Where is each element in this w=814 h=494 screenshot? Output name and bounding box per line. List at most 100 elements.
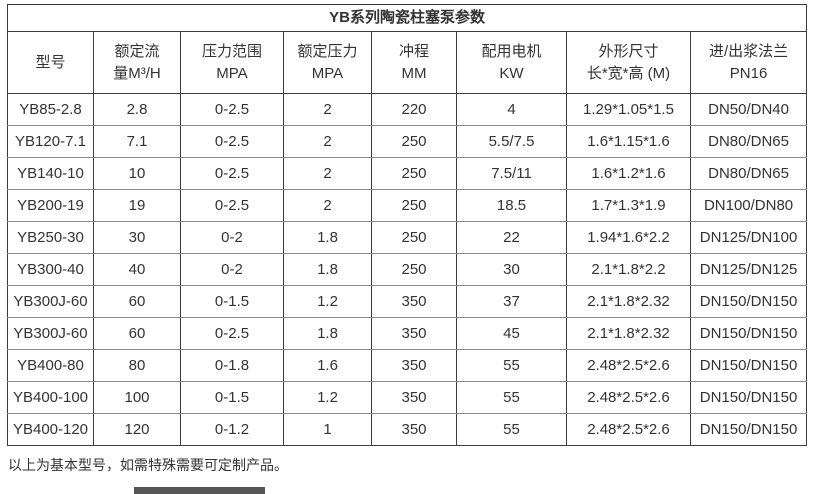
- table-row: YB300J-60 60 0-2.5 1.8 350 45 2.1*1.8*2.32 DN15…: [7, 317, 808, 350]
- column-header-line1: 配用电机: [481, 42, 542, 60]
- value-cell: 7.1: [93, 125, 181, 158]
- column-header-line1: 压力范围: [201, 42, 262, 60]
- model-cell: YB300J-60: [7, 285, 94, 318]
- value-cell: 250: [371, 253, 457, 286]
- column-header-line2: KW: [499, 64, 524, 82]
- column-header-1: 额定流 量M³/H: [93, 31, 181, 94]
- value-cell: 60: [93, 285, 181, 318]
- table-row: YB250-30 30 0-2 1.8 250 22 1.94*1.6*2.2 DN125/D…: [7, 221, 808, 254]
- table-row: YB120-7.1 7.1 0-2.5 2 250 5.5/7.5 1.6*1.15*1.6…: [7, 125, 808, 158]
- value-cell: 18.5: [456, 189, 567, 222]
- value-cell: DN80/DN65: [689, 157, 808, 190]
- footer-note: 以上为基本型号，如需特殊需要可定制产品。: [8, 457, 288, 473]
- value-cell: 350: [371, 285, 457, 318]
- value-cell: 30: [93, 221, 181, 254]
- value-cell: 2.1*1.8*2.32: [566, 285, 691, 318]
- value-cell: 40: [93, 253, 181, 286]
- value-cell: 30: [456, 253, 567, 286]
- value-cell: 100: [93, 381, 181, 414]
- table-row: YB300J-60 60 0-1.5 1.2 350 37 2.1*1.8*2.32 DN15…: [7, 285, 808, 318]
- value-cell: DN125/DN100: [689, 221, 808, 254]
- column-header-line2: MPA: [311, 64, 344, 82]
- value-cell: 2.8: [93, 93, 181, 126]
- model-cell: YB300-40: [7, 253, 94, 286]
- value-cell: 1: [283, 413, 372, 446]
- value-cell: 55: [456, 413, 567, 446]
- model-cell: YB400-100: [7, 381, 94, 414]
- column-header-3: 额定压力 MPA: [283, 31, 372, 94]
- column-header-line1: 进/出浆法兰: [708, 42, 789, 60]
- value-cell: 55: [456, 381, 567, 414]
- table-row: YB140-10 10 0-2.5 2 250 7.5/11 1.6*1.2*1.6 DN80…: [7, 157, 808, 190]
- column-header-2: 压力范围 MPA: [180, 31, 284, 94]
- column-header-line1: 额定流: [114, 42, 160, 60]
- value-cell: DN150/DN150: [689, 381, 808, 414]
- model-cell: YB200-19: [7, 189, 94, 222]
- value-cell: 4: [456, 93, 567, 126]
- value-cell: 2: [283, 157, 372, 190]
- value-cell: 2: [283, 93, 372, 126]
- value-cell: 2.48*2.5*2.6: [566, 381, 691, 414]
- column-header-5: 配用电机 KW: [456, 31, 567, 94]
- value-cell: 2: [283, 125, 372, 158]
- value-cell: 0-2.5: [180, 93, 284, 126]
- table-row: YB400-120 120 0-1.2 1 350 55 2.48*2.5*2.6 DN150…: [7, 413, 808, 446]
- value-cell: 1.29*1.05*1.5: [566, 93, 691, 126]
- value-cell: 0-2: [180, 221, 284, 254]
- value-cell: 2.48*2.5*2.6: [566, 413, 691, 446]
- value-cell: DN150/DN150: [689, 285, 808, 318]
- value-cell: 10: [93, 157, 181, 190]
- table-header-row: 型号 额定流 量M³/H 压力范围 MPA 额定压力 MPA 冲程 MM 配用电机 KW 外形尺寸 长*…: [7, 31, 808, 94]
- model-cell: YB400-120: [7, 413, 94, 446]
- value-cell: 1.8: [283, 317, 372, 350]
- value-cell: 37: [456, 285, 567, 318]
- value-cell: 1.94*1.6*2.2: [566, 221, 691, 254]
- value-cell: DN150/DN150: [689, 413, 808, 446]
- cutoff-bar: [134, 487, 265, 494]
- table-row: YB400-100 100 0-1.5 1.2 350 55 2.48*2.5*2.6 DN1…: [7, 381, 808, 414]
- value-cell: 350: [371, 381, 457, 414]
- value-cell: 1.7*1.3*1.9: [566, 189, 691, 222]
- value-cell: DN80/DN65: [689, 125, 808, 158]
- value-cell: DN100/DN80: [689, 189, 808, 222]
- value-cell: 0-2: [180, 253, 284, 286]
- value-cell: 0-1.2: [180, 413, 284, 446]
- value-cell: 2.48*2.5*2.6: [566, 349, 691, 382]
- value-cell: 250: [371, 157, 457, 190]
- value-cell: 350: [371, 349, 457, 382]
- table-row: YB300-40 40 0-2 1.8 250 30 2.1*1.8*2.2 DN125/DN…: [7, 253, 808, 286]
- table-row: YB400-80 80 0-1.8 1.6 350 55 2.48*2.5*2.6 DN150…: [7, 349, 808, 382]
- value-cell: 0-1.5: [180, 285, 284, 318]
- table-row: YB85-2.8 2.8 0-2.5 2 220 4 1.29*1.05*1.5 DN50/D…: [7, 93, 808, 126]
- value-cell: 7.5/11: [456, 157, 567, 190]
- table-row: YB200-19 19 0-2.5 2 250 18.5 1.7*1.3*1.9 DN100/…: [7, 189, 808, 222]
- column-header-0: 型号: [7, 31, 94, 94]
- column-header-line2: MM: [401, 64, 427, 82]
- table-title-row: YB系列陶瓷柱塞泵参数: [6, 4, 808, 32]
- value-cell: 1.6: [283, 349, 372, 382]
- model-cell: YB300J-60: [7, 317, 94, 350]
- value-cell: 55: [456, 349, 567, 382]
- value-cell: 250: [371, 125, 457, 158]
- model-cell: YB85-2.8: [7, 93, 94, 126]
- model-cell: YB120-7.1: [7, 125, 94, 158]
- column-header-4: 冲程 MM: [371, 31, 457, 94]
- value-cell: 350: [371, 317, 457, 350]
- value-cell: DN150/DN150: [689, 349, 808, 382]
- value-cell: 1.2: [283, 381, 372, 414]
- value-cell: 2.1*1.8*2.32: [566, 317, 691, 350]
- column-header-line2: MPA: [216, 64, 248, 82]
- value-cell: 0-2.5: [180, 125, 284, 158]
- value-cell: 1.2: [283, 285, 372, 318]
- column-header-6: 外形尺寸 长*宽*高 (M): [566, 31, 691, 94]
- value-cell: 1.8: [283, 221, 372, 254]
- value-cell: 220: [371, 93, 457, 126]
- value-cell: 22: [456, 221, 567, 254]
- value-cell: 19: [93, 189, 181, 222]
- value-cell: 0-1.8: [180, 349, 284, 382]
- value-cell: 1.8: [283, 253, 372, 286]
- value-cell: 2.1*1.8*2.2: [566, 253, 691, 286]
- model-cell: YB140-10: [7, 157, 94, 190]
- value-cell: 0-2.5: [180, 317, 284, 350]
